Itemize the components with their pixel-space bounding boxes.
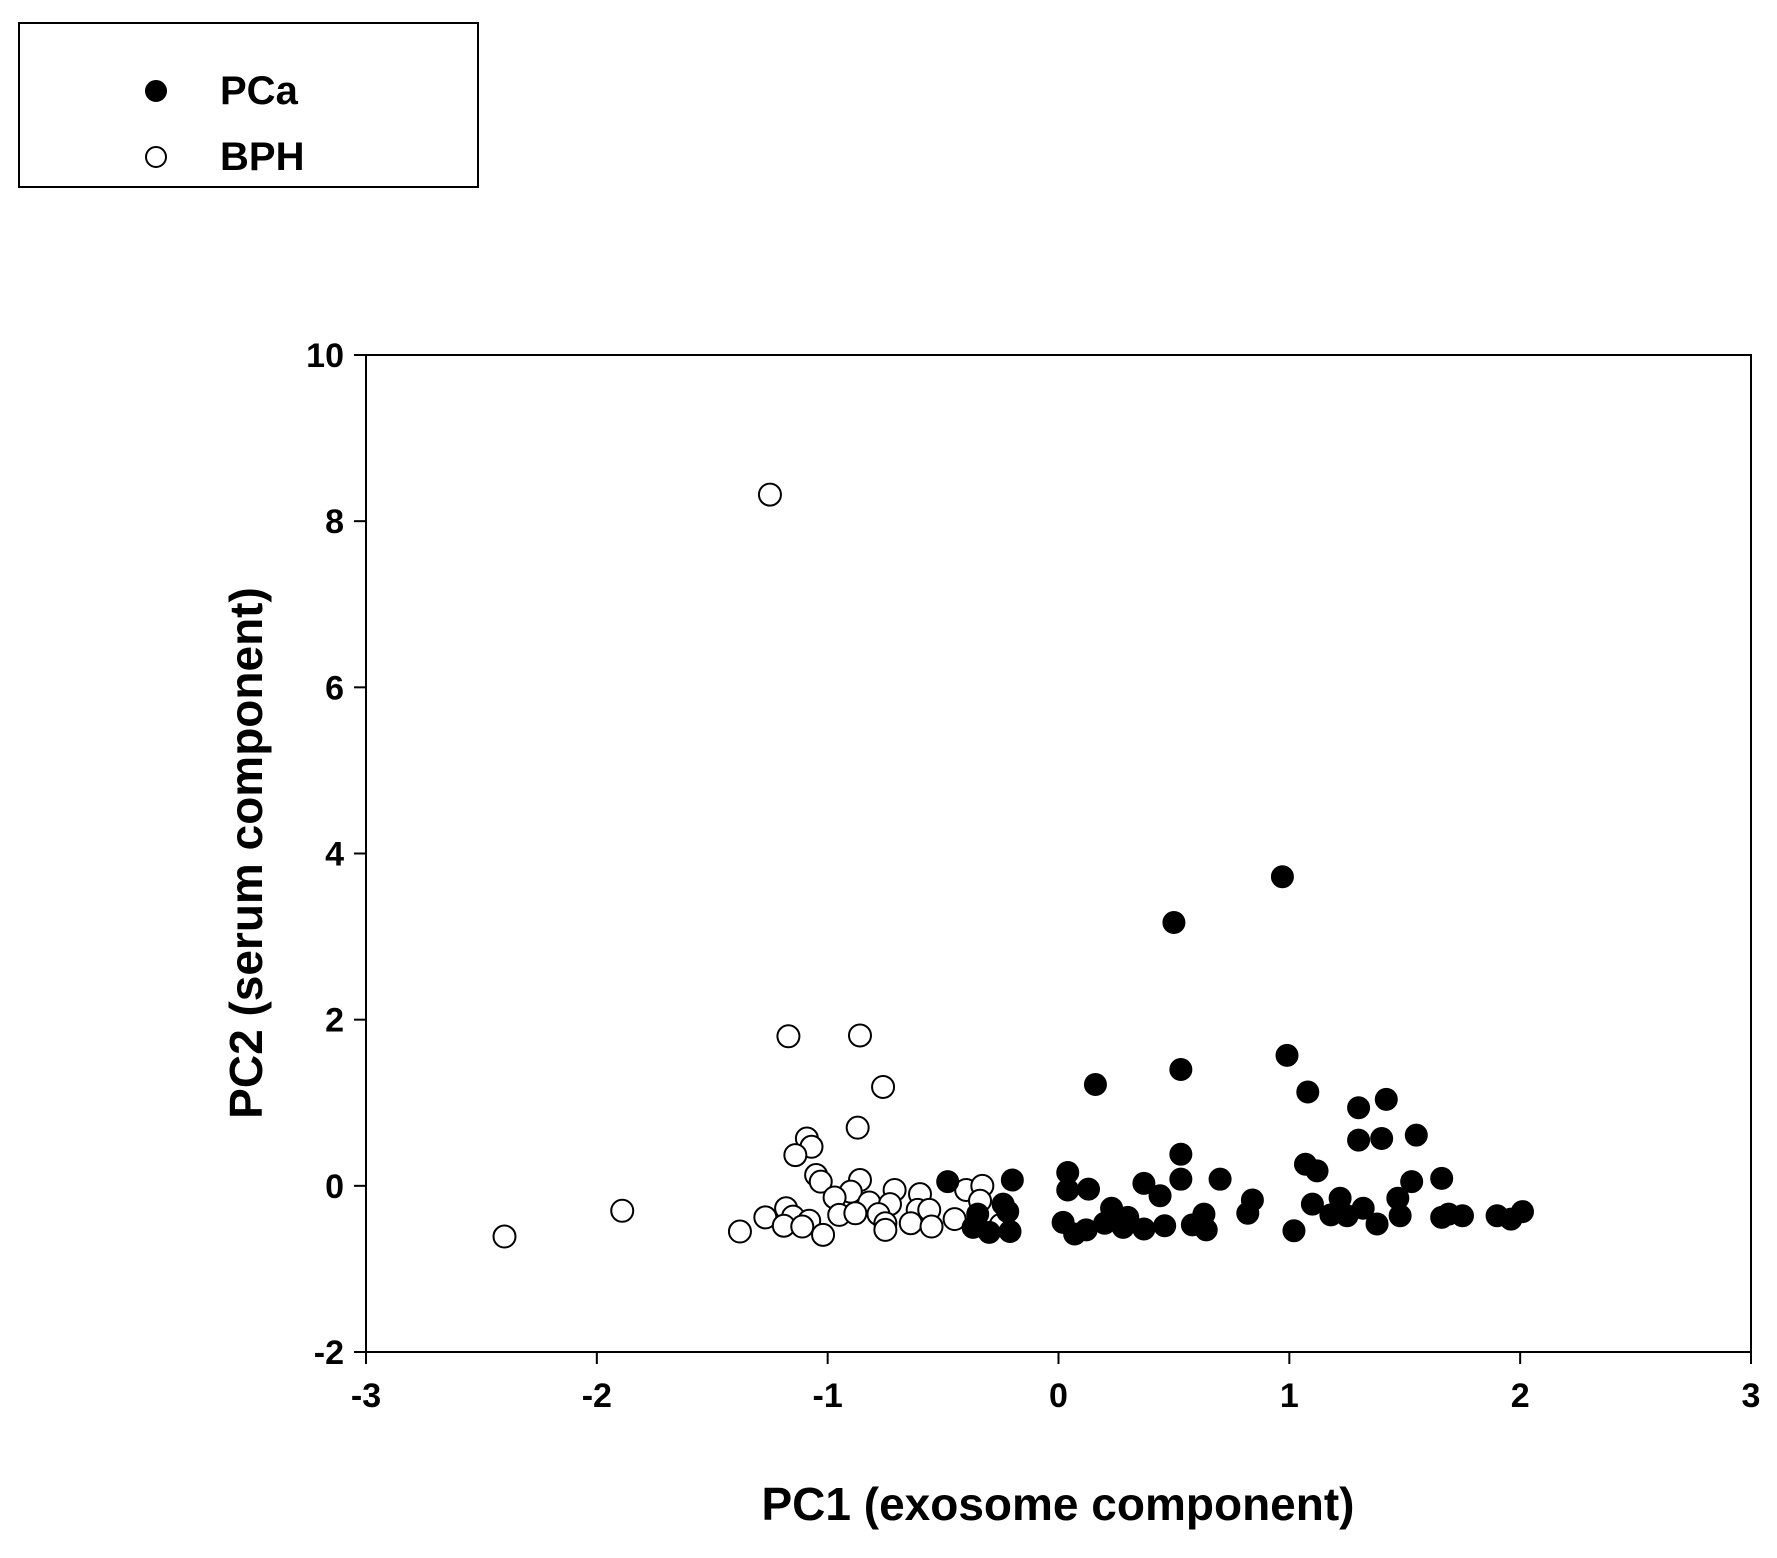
bph-point (847, 1023, 872, 1048)
pca-point (1236, 1201, 1260, 1225)
y-axis: -2 0 2 4 6 8 10 (306, 337, 366, 1372)
y-tick-label: 6 (325, 669, 344, 707)
x-tick-label: -2 (582, 1377, 612, 1415)
pca-point (1430, 1205, 1454, 1229)
bph-point (873, 1217, 898, 1242)
series-bph (492, 482, 1013, 1249)
legend: PCa BPH (18, 22, 479, 188)
pca-point (1074, 1218, 1098, 1242)
pca-point (1388, 1204, 1412, 1228)
pca-point (1270, 865, 1294, 889)
bph-point (790, 1214, 815, 1239)
pca-point (998, 1220, 1022, 1244)
x-axis-title: PC1 (exosome component) (762, 1478, 1355, 1530)
bph-point (727, 1219, 752, 1244)
pca-point (1450, 1204, 1474, 1228)
y-axis-title: PC2 (serum component) (220, 587, 272, 1119)
legend-label-bph: BPH (220, 135, 305, 179)
y-tick-label: 8 (325, 503, 344, 541)
y-tick-label: 2 (325, 1002, 344, 1040)
series-pca (936, 865, 1534, 1246)
pca-point (1000, 1168, 1024, 1192)
bph-point (843, 1201, 868, 1226)
bph-point (492, 1224, 517, 1249)
bph-point (783, 1143, 808, 1168)
pca-point (1111, 1215, 1135, 1239)
x-tick-label: 2 (1511, 1377, 1530, 1415)
pca-point (996, 1200, 1020, 1224)
pca-point (1335, 1204, 1359, 1228)
bph-point (898, 1211, 923, 1236)
pca-point (1347, 1128, 1371, 1152)
pca-point (1056, 1178, 1080, 1202)
plot-frame (365, 354, 1752, 1353)
bph-point (757, 482, 782, 507)
pca-point (1194, 1218, 1218, 1242)
bph-point (811, 1222, 836, 1247)
pca-point (1077, 1177, 1101, 1201)
pca-point (1083, 1072, 1107, 1096)
pca-point (1400, 1170, 1424, 1194)
bph-point (919, 1214, 944, 1239)
y-tick-label: 10 (306, 337, 344, 375)
x-tick-label: -3 (351, 1377, 381, 1415)
pca-point (936, 1170, 960, 1194)
y-tick-label: 4 (325, 836, 344, 874)
pca-point (1305, 1159, 1329, 1183)
pca-point (1132, 1171, 1156, 1195)
y-tick-label: 0 (325, 1168, 344, 1206)
pca-point (1275, 1043, 1299, 1067)
x-tick-label: 3 (1742, 1377, 1761, 1415)
pca-point (977, 1220, 1001, 1244)
pca-point (1208, 1167, 1232, 1191)
bph-point (610, 1198, 635, 1223)
bph-point (871, 1074, 896, 1099)
bph-point (845, 1115, 870, 1140)
pca-point (1282, 1219, 1306, 1243)
pca-point (1499, 1207, 1523, 1231)
pca-point (1169, 1142, 1193, 1166)
pca-point (1374, 1087, 1398, 1111)
pca-point (1430, 1166, 1454, 1190)
pca-point (1132, 1217, 1156, 1241)
pca-point (1169, 1167, 1193, 1191)
bph-point (776, 1024, 801, 1049)
pca-point (1365, 1212, 1389, 1236)
x-tick-label: -1 (813, 1377, 843, 1415)
pca-point (1296, 1080, 1320, 1104)
pca-point (1370, 1126, 1394, 1150)
pca-point (1153, 1214, 1177, 1238)
legend-label-pca: PCa (220, 69, 298, 113)
pca-point (1169, 1058, 1193, 1082)
x-tick-label: 1 (1280, 1377, 1299, 1415)
x-tick-label: 0 (1049, 1377, 1068, 1415)
pca-point (1347, 1096, 1371, 1120)
pca-point (1300, 1192, 1324, 1216)
filled-circle-icon (145, 80, 167, 102)
y-tick-label: -2 (314, 1334, 344, 1372)
pca-point (1148, 1184, 1172, 1208)
pca-point (1162, 910, 1186, 934)
pca-point (1404, 1123, 1428, 1147)
bph-point (808, 1169, 833, 1194)
open-circle-icon (145, 146, 167, 168)
x-axis: -3 -2 -1 0 1 2 3 (351, 1352, 1761, 1415)
